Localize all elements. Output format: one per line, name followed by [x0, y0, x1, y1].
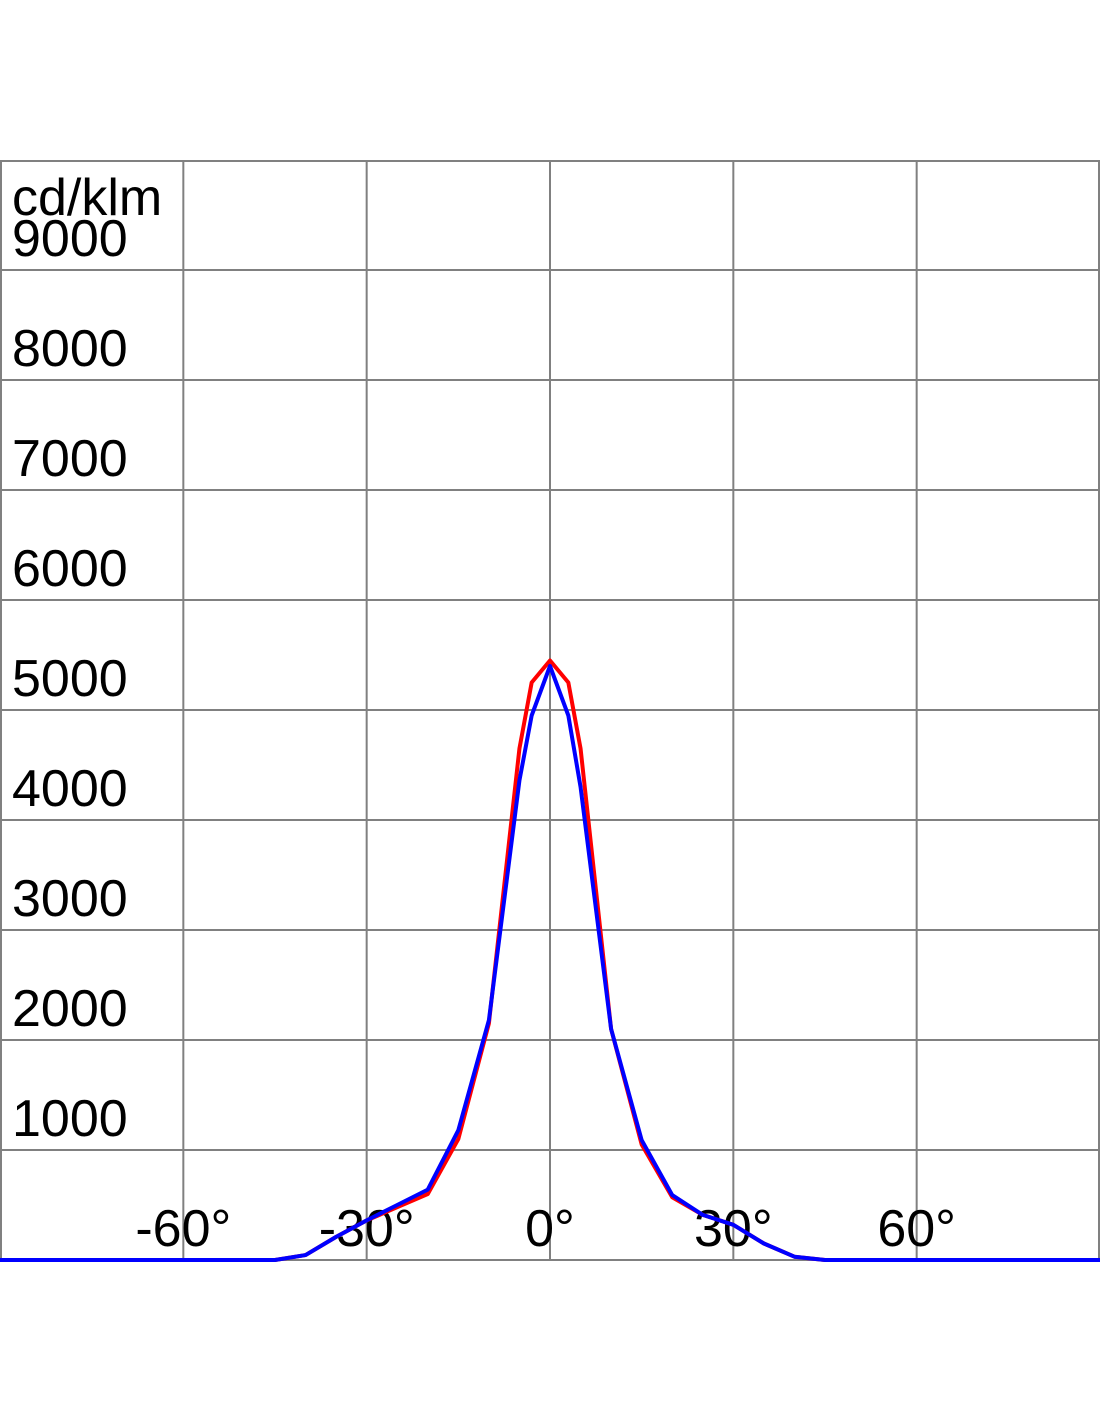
y-tick-label: 6000	[12, 540, 128, 598]
line-series	[0, 664, 1100, 1262]
y-tick-label: 3000	[12, 870, 128, 928]
y-tick-label: 2000	[12, 980, 128, 1038]
x-tick-label: -60°	[135, 1200, 231, 1258]
y-axis-label: cd/klm	[12, 169, 162, 227]
y-tick-label: 7000	[12, 430, 128, 488]
y-tick-label: 5000	[12, 650, 128, 708]
y-tick-label: 9000	[12, 210, 128, 268]
y-tick-label: 4000	[12, 760, 128, 818]
x-tick-label: 60°	[877, 1200, 956, 1258]
x-tick-label: -30°	[319, 1200, 415, 1258]
y-tick-label: 1000	[12, 1090, 128, 1148]
x-tick-label: 30°	[694, 1200, 773, 1258]
x-tick-label: 0°	[525, 1200, 575, 1258]
y-tick-label: 8000	[12, 320, 128, 378]
